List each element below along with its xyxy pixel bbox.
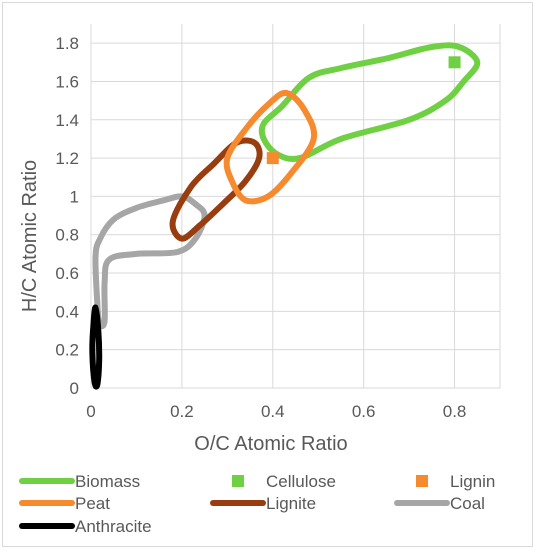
legend-label-coal: Coal [450,494,485,513]
legend-label-lignite: Lignite [266,494,316,513]
anthracite-region [89,304,103,390]
series [89,42,481,390]
lignite-region [169,137,263,242]
peat-region [223,89,318,205]
y-tick-label: 0 [70,379,79,398]
x-tick-label: 0.8 [443,402,467,421]
x-tick-label: 0.4 [261,402,285,421]
legend-label-biomass: Biomass [75,472,140,491]
biomass-region [258,42,481,163]
grid [90,24,501,389]
x-tick-label: 0 [86,402,95,421]
y-tick-label: 0.8 [55,226,79,245]
y-tick-label: 0.2 [55,341,79,360]
legend-swatch-cellulose [232,475,244,487]
legend-swatch-lignin [416,475,428,487]
y-tick-label: 0.4 [55,302,79,321]
x-axis-title: O/C Atomic Ratio [194,433,347,455]
legend-label-lignin: Lignin [450,472,495,491]
y-tick-label: 1.4 [55,111,79,130]
legend-label-peat: Peat [75,494,110,513]
tick-labels: 0 0.2 0.4 0.6 0.8 1 1.2 1.4 1.6 1.8 0 0.2 0.4 0.6 0.8 [55,34,466,421]
cellulose-marker [448,56,461,69]
y-tick-label: 1 [70,187,79,206]
x-tick-label: 0.2 [170,402,194,421]
y-tick-label: 1.6 [55,72,79,91]
y-tick-label: 1.2 [55,149,79,168]
legend-label-anthracite: Anthracite [75,517,152,536]
x-tick-label: 0.6 [352,402,376,421]
y-tick-label: 1.8 [55,34,79,53]
legend-label-cellulose: Cellulose [266,472,336,491]
lignin-marker [266,152,279,165]
y-axis-title: H/C Atomic Ratio [19,160,41,312]
legend: Biomass Cellulose Lignin Peat Lignite Coal Ant… [19,472,495,536]
coal-region [92,193,208,330]
y-tick-label: 0.6 [55,264,79,283]
